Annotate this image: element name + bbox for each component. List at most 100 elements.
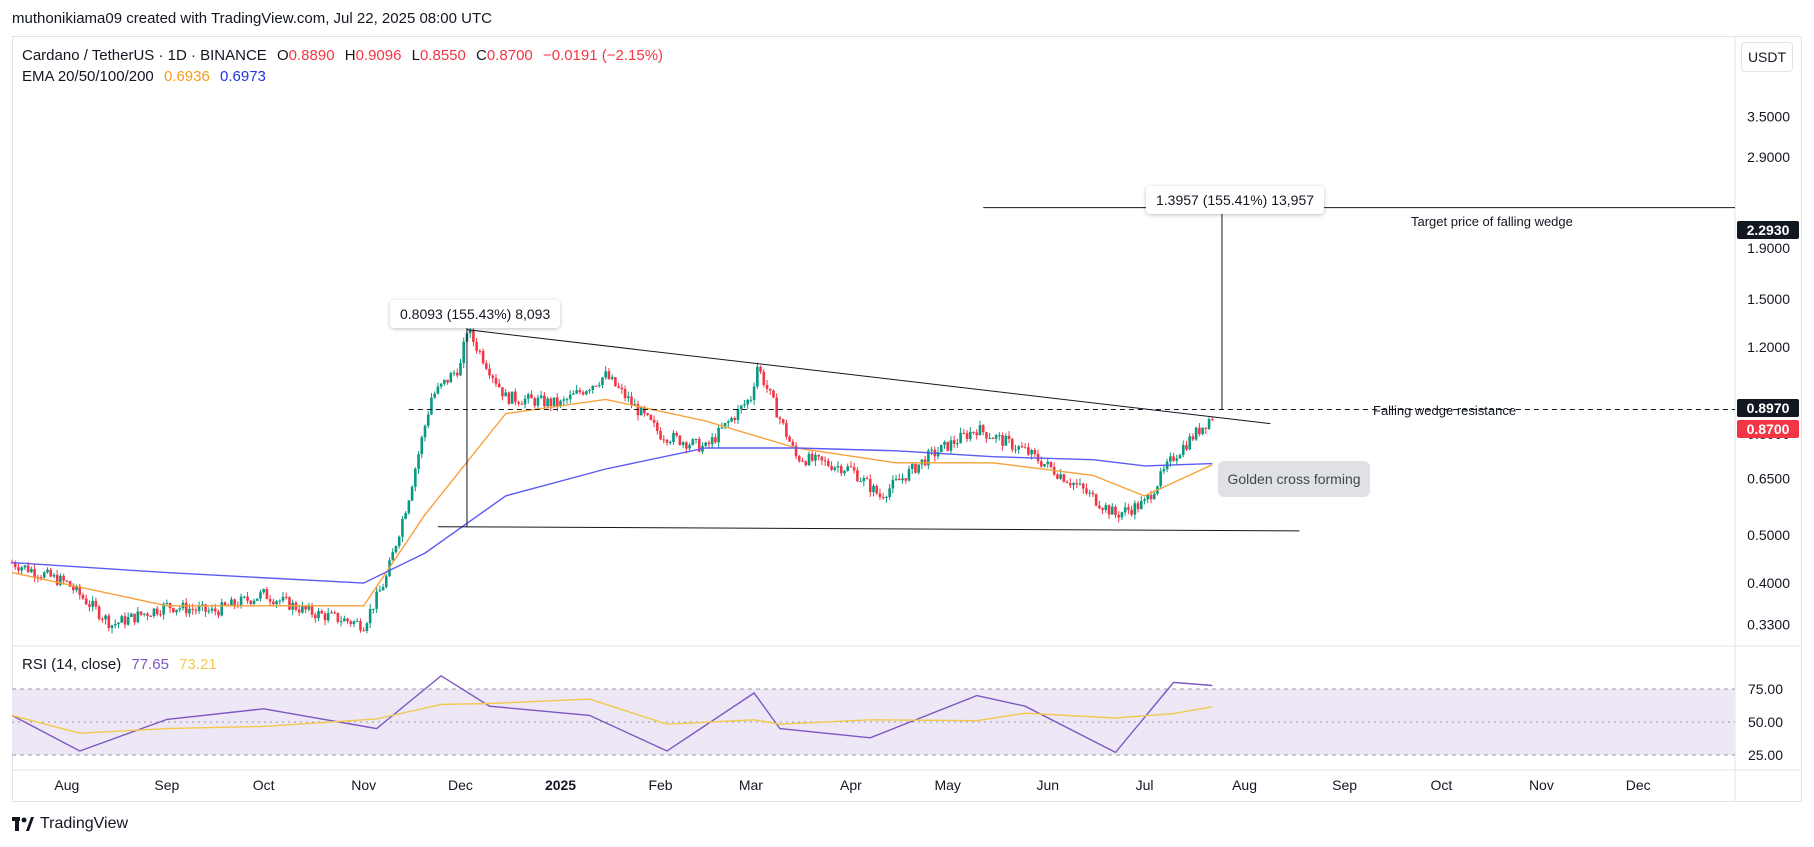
candle-body xyxy=(917,464,920,473)
candle-body xyxy=(597,384,601,386)
candle-body xyxy=(407,500,411,514)
candle-body xyxy=(1069,483,1072,486)
candle-body xyxy=(20,567,23,571)
candle-body xyxy=(207,610,211,612)
candle-body xyxy=(1049,461,1053,468)
candle-body xyxy=(217,611,220,616)
candle-body xyxy=(446,379,449,383)
x-tick-label: Nov xyxy=(1529,777,1554,793)
candle-body xyxy=(365,623,369,632)
candle-body xyxy=(1191,436,1195,440)
golden-cross-callout[interactable]: Golden cross forming xyxy=(1218,461,1370,497)
candle-body xyxy=(1001,435,1004,446)
candle-body xyxy=(559,400,562,407)
candle-body xyxy=(962,432,966,434)
candle-body xyxy=(1039,461,1043,467)
candle-body xyxy=(52,574,56,577)
ema-value-a: 0.6936 xyxy=(163,68,210,85)
y-tick-label: 0.5000 xyxy=(1747,527,1790,543)
candle-body xyxy=(610,377,614,380)
candle-body xyxy=(594,385,598,387)
rsi-label[interactable]: RSI (14, close) xyxy=(22,656,122,673)
candle-body xyxy=(233,599,236,606)
candle-body xyxy=(378,590,382,592)
candle-body xyxy=(888,488,891,498)
tradingview-logo[interactable]: TradingView xyxy=(12,815,128,833)
candle-body xyxy=(1198,427,1201,435)
candle-body xyxy=(326,613,330,621)
candle-body xyxy=(68,581,72,587)
symbol-name[interactable]: Cardano / TetherUS · 1D · BINANCE xyxy=(22,47,267,64)
candle-body xyxy=(891,479,895,489)
candle-body xyxy=(317,610,320,619)
candle-body xyxy=(213,608,217,612)
candle-body xyxy=(849,466,853,468)
candle-body xyxy=(1104,505,1108,511)
candle-body xyxy=(1149,494,1153,500)
wedge-resistance-label[interactable]: Falling wedge resistance xyxy=(1373,403,1517,418)
candle-body xyxy=(868,479,872,493)
candle-body xyxy=(536,397,540,406)
candle-body xyxy=(46,569,49,573)
candle-body xyxy=(704,442,708,446)
measure-label-top[interactable]: 1.3957 (155.41%) 13,957 xyxy=(1146,186,1325,214)
rsi-value: 77.65 xyxy=(131,656,169,673)
candle-body xyxy=(659,431,662,440)
candle-body xyxy=(339,621,343,623)
candle-body xyxy=(404,513,407,519)
last-price-tag: 0.8700 xyxy=(1737,420,1799,438)
resistance-price-tag: 0.8970 xyxy=(1737,399,1799,417)
candle-body xyxy=(1017,446,1020,450)
candle-body xyxy=(756,366,759,387)
candle-body xyxy=(801,460,804,462)
candle-body xyxy=(394,546,398,553)
candle-body xyxy=(856,470,859,482)
target-price-label[interactable]: Target price of falling wedge xyxy=(1411,214,1573,229)
candle-body xyxy=(714,437,717,443)
candle-body xyxy=(575,390,578,394)
candle-body xyxy=(730,418,733,422)
candle-body xyxy=(875,485,879,494)
candle-body xyxy=(188,608,191,614)
candle-body xyxy=(820,456,824,461)
candle-body xyxy=(297,609,301,613)
candle-body xyxy=(810,453,814,461)
candle-body xyxy=(991,437,995,439)
candle-body xyxy=(313,614,317,619)
tradingview-logo-icon xyxy=(12,817,34,831)
candle-body xyxy=(975,432,979,436)
candle-body xyxy=(494,377,498,384)
candle-body xyxy=(162,603,165,615)
ema-label[interactable]: EMA 20/50/100/200 xyxy=(22,68,154,85)
candle-body xyxy=(220,602,224,616)
candle-body xyxy=(1152,493,1156,500)
candle-body xyxy=(355,620,359,622)
candle-body xyxy=(907,468,911,481)
candle-body xyxy=(352,621,356,625)
currency-unit-button[interactable]: USDT xyxy=(1741,42,1793,72)
candle-body xyxy=(778,417,782,420)
candle-body xyxy=(572,393,575,395)
candle-body xyxy=(1023,447,1027,449)
x-tick-label: Oct xyxy=(1430,777,1452,793)
candle-body xyxy=(33,569,36,577)
candle-body xyxy=(426,414,430,426)
candle-body xyxy=(149,615,153,617)
chart-frame[interactable] xyxy=(12,36,1802,802)
candle-body xyxy=(172,608,175,613)
candle-body xyxy=(710,437,714,445)
measure-label-left[interactable]: 0.8093 (155.43%) 8,093 xyxy=(390,300,561,328)
candle-body xyxy=(836,465,840,468)
candle-body xyxy=(788,436,791,442)
rsi-level-label: 25.00 xyxy=(1748,747,1783,763)
candle-body xyxy=(630,396,633,405)
candle-body xyxy=(39,577,43,579)
candle-body xyxy=(252,600,256,605)
candle-body xyxy=(526,394,530,399)
x-tick-label: May xyxy=(934,777,960,793)
candle-body xyxy=(762,371,766,386)
candle-body xyxy=(91,600,94,607)
rsi-level-label: 50.00 xyxy=(1748,714,1783,730)
candle-body xyxy=(772,390,775,398)
